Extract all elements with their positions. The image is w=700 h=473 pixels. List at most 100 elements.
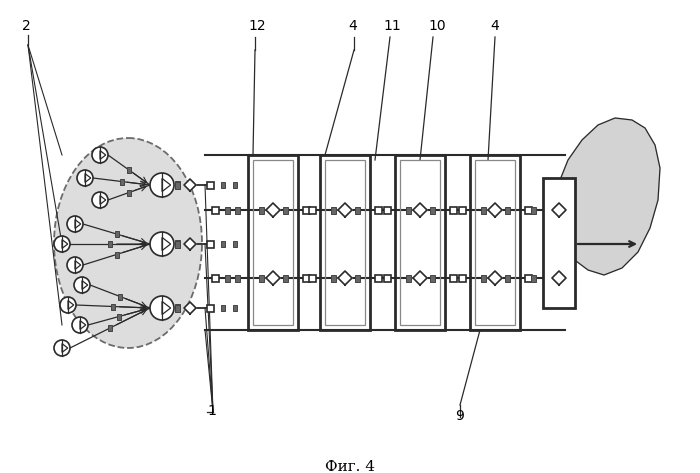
Bar: [225, 274, 230, 281]
Circle shape: [150, 296, 174, 320]
Bar: [384, 274, 391, 281]
Bar: [206, 305, 214, 312]
Bar: [233, 182, 237, 188]
Bar: [118, 294, 122, 299]
Text: 4: 4: [348, 19, 357, 33]
Bar: [115, 252, 118, 257]
Bar: [302, 207, 309, 213]
Bar: [248, 155, 298, 330]
Polygon shape: [338, 203, 352, 217]
Bar: [283, 274, 288, 281]
Polygon shape: [266, 271, 280, 285]
Bar: [258, 274, 263, 281]
Bar: [221, 305, 225, 311]
Circle shape: [72, 317, 88, 333]
Bar: [234, 274, 239, 281]
Bar: [430, 207, 435, 213]
Bar: [405, 274, 410, 281]
Bar: [395, 155, 445, 330]
Bar: [120, 178, 123, 184]
Bar: [505, 274, 510, 281]
Polygon shape: [488, 203, 502, 217]
Bar: [449, 207, 456, 213]
Text: Фиг. 4: Фиг. 4: [325, 460, 375, 473]
Circle shape: [54, 236, 70, 252]
Bar: [127, 167, 131, 173]
Bar: [480, 274, 486, 281]
Bar: [480, 207, 486, 213]
Bar: [505, 207, 510, 213]
Circle shape: [60, 297, 76, 313]
Polygon shape: [338, 271, 352, 285]
Circle shape: [92, 192, 108, 208]
Text: 9: 9: [455, 409, 464, 423]
Bar: [430, 274, 435, 281]
Polygon shape: [184, 302, 196, 314]
Polygon shape: [552, 271, 566, 285]
Bar: [108, 325, 112, 331]
Polygon shape: [413, 271, 427, 285]
Bar: [127, 190, 131, 195]
Bar: [234, 207, 239, 213]
Bar: [531, 274, 536, 281]
Bar: [524, 274, 531, 281]
Bar: [206, 240, 214, 247]
Bar: [330, 274, 335, 281]
Bar: [233, 241, 237, 247]
Bar: [174, 240, 179, 248]
Circle shape: [74, 277, 90, 293]
Bar: [233, 305, 237, 311]
Bar: [117, 314, 121, 319]
Bar: [283, 207, 288, 213]
Bar: [115, 231, 118, 237]
Bar: [206, 182, 214, 189]
Polygon shape: [552, 203, 566, 217]
Bar: [384, 207, 391, 213]
Bar: [458, 274, 466, 281]
Circle shape: [150, 232, 174, 256]
Bar: [174, 182, 179, 189]
Bar: [470, 155, 520, 330]
Circle shape: [67, 216, 83, 232]
Bar: [400, 160, 440, 325]
Bar: [320, 155, 370, 330]
Polygon shape: [556, 118, 660, 275]
Bar: [374, 207, 382, 213]
Text: 1: 1: [207, 404, 216, 418]
Bar: [211, 274, 218, 281]
Bar: [221, 182, 225, 188]
Bar: [449, 274, 456, 281]
Bar: [330, 207, 335, 213]
Bar: [111, 304, 115, 309]
Bar: [458, 207, 466, 213]
Text: 10: 10: [428, 19, 446, 33]
Circle shape: [67, 257, 83, 273]
Bar: [174, 305, 179, 312]
Text: 4: 4: [490, 19, 498, 33]
Polygon shape: [488, 271, 502, 285]
Text: 12: 12: [248, 19, 265, 33]
Bar: [174, 304, 179, 312]
Bar: [524, 207, 531, 213]
Bar: [374, 274, 382, 281]
Bar: [405, 207, 410, 213]
Bar: [309, 207, 316, 213]
Bar: [309, 274, 316, 281]
Polygon shape: [184, 179, 196, 191]
Text: 11: 11: [383, 19, 400, 33]
Bar: [108, 241, 112, 247]
Bar: [253, 160, 293, 325]
Bar: [531, 207, 536, 213]
Bar: [475, 160, 515, 325]
Bar: [225, 207, 230, 213]
Bar: [325, 160, 365, 325]
Bar: [302, 274, 309, 281]
Polygon shape: [413, 203, 427, 217]
Polygon shape: [266, 203, 280, 217]
Bar: [221, 241, 225, 247]
Circle shape: [54, 340, 70, 356]
Text: 2: 2: [22, 19, 31, 33]
Bar: [174, 240, 179, 247]
Bar: [354, 274, 360, 281]
Bar: [174, 181, 179, 189]
